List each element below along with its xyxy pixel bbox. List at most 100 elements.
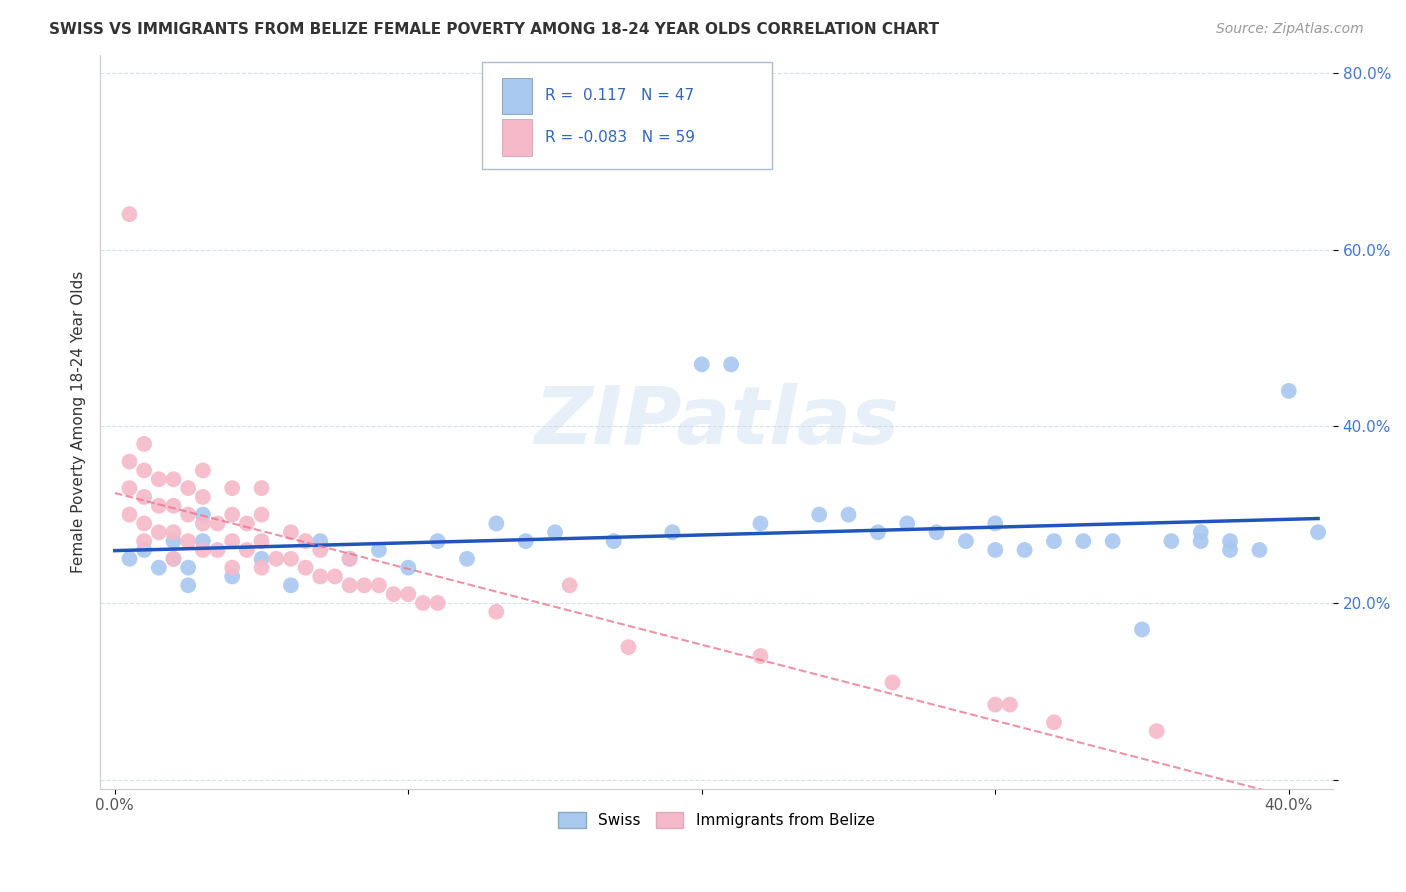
Point xyxy=(353,578,375,592)
Point xyxy=(280,525,302,540)
Point xyxy=(515,534,537,549)
Point xyxy=(412,596,434,610)
Point xyxy=(264,551,287,566)
Point xyxy=(191,516,214,531)
Point xyxy=(1189,534,1212,549)
Point xyxy=(148,499,170,513)
Point xyxy=(984,543,1007,558)
Point xyxy=(118,454,141,468)
Point xyxy=(984,698,1007,712)
Point xyxy=(882,675,904,690)
Point xyxy=(250,560,273,574)
FancyBboxPatch shape xyxy=(502,120,531,156)
Point xyxy=(1306,525,1329,540)
Point xyxy=(191,508,214,522)
Point xyxy=(134,534,156,549)
Point xyxy=(1278,384,1301,398)
FancyBboxPatch shape xyxy=(502,78,531,114)
Point xyxy=(134,516,156,531)
Point xyxy=(250,551,273,566)
Point xyxy=(456,551,478,566)
Point xyxy=(221,481,243,495)
Point xyxy=(134,490,156,504)
Point xyxy=(162,551,184,566)
Point xyxy=(250,534,273,549)
Point xyxy=(544,525,567,540)
FancyBboxPatch shape xyxy=(482,62,772,169)
Y-axis label: Female Poverty Among 18-24 Year Olds: Female Poverty Among 18-24 Year Olds xyxy=(72,270,86,573)
Point xyxy=(148,525,170,540)
Point xyxy=(396,587,419,601)
Text: R = -0.083   N = 59: R = -0.083 N = 59 xyxy=(546,130,695,145)
Point xyxy=(280,578,302,592)
Point xyxy=(250,481,273,495)
Point xyxy=(162,525,184,540)
Point xyxy=(368,578,391,592)
Point xyxy=(177,560,200,574)
Point xyxy=(1189,525,1212,540)
Point xyxy=(1043,534,1066,549)
Point xyxy=(118,207,141,221)
Point xyxy=(984,516,1007,531)
Point xyxy=(250,508,273,522)
Point xyxy=(426,534,449,549)
Point xyxy=(998,698,1021,712)
Point xyxy=(866,525,889,540)
Point xyxy=(1014,543,1036,558)
Point xyxy=(896,516,918,531)
Point xyxy=(485,605,508,619)
Point xyxy=(603,534,626,549)
Point xyxy=(148,472,170,486)
Point xyxy=(294,534,316,549)
Point xyxy=(177,578,200,592)
Point xyxy=(162,472,184,486)
Point xyxy=(339,551,361,566)
Point xyxy=(309,569,332,583)
Point xyxy=(236,543,259,558)
Point xyxy=(808,508,831,522)
Point xyxy=(1043,715,1066,730)
Point xyxy=(191,534,214,549)
Point xyxy=(118,481,141,495)
Point xyxy=(177,508,200,522)
Point xyxy=(838,508,860,522)
Point xyxy=(558,578,581,592)
Point xyxy=(368,543,391,558)
Point xyxy=(236,516,259,531)
Legend: Swiss, Immigrants from Belize: Swiss, Immigrants from Belize xyxy=(551,805,882,836)
Point xyxy=(191,490,214,504)
Point xyxy=(617,640,640,655)
Point xyxy=(134,437,156,451)
Point xyxy=(749,516,772,531)
Point xyxy=(1071,534,1094,549)
Point xyxy=(1101,534,1123,549)
Point xyxy=(323,569,346,583)
Point xyxy=(162,551,184,566)
Point xyxy=(720,358,742,372)
Point xyxy=(309,543,332,558)
Point xyxy=(426,596,449,610)
Point xyxy=(221,534,243,549)
Point xyxy=(221,569,243,583)
Point xyxy=(1219,543,1241,558)
Point xyxy=(661,525,683,540)
Point xyxy=(207,543,229,558)
Point xyxy=(118,508,141,522)
Point xyxy=(382,587,405,601)
Point xyxy=(294,560,316,574)
Point xyxy=(925,525,948,540)
Point xyxy=(339,578,361,592)
Point xyxy=(177,481,200,495)
Point xyxy=(118,551,141,566)
Point xyxy=(309,534,332,549)
Point xyxy=(134,463,156,477)
Point xyxy=(1130,623,1153,637)
Text: SWISS VS IMMIGRANTS FROM BELIZE FEMALE POVERTY AMONG 18-24 YEAR OLDS CORRELATION: SWISS VS IMMIGRANTS FROM BELIZE FEMALE P… xyxy=(49,22,939,37)
Point xyxy=(485,516,508,531)
Point xyxy=(221,560,243,574)
Point xyxy=(162,499,184,513)
Point xyxy=(177,534,200,549)
Point xyxy=(134,543,156,558)
Point xyxy=(280,551,302,566)
Point xyxy=(191,463,214,477)
